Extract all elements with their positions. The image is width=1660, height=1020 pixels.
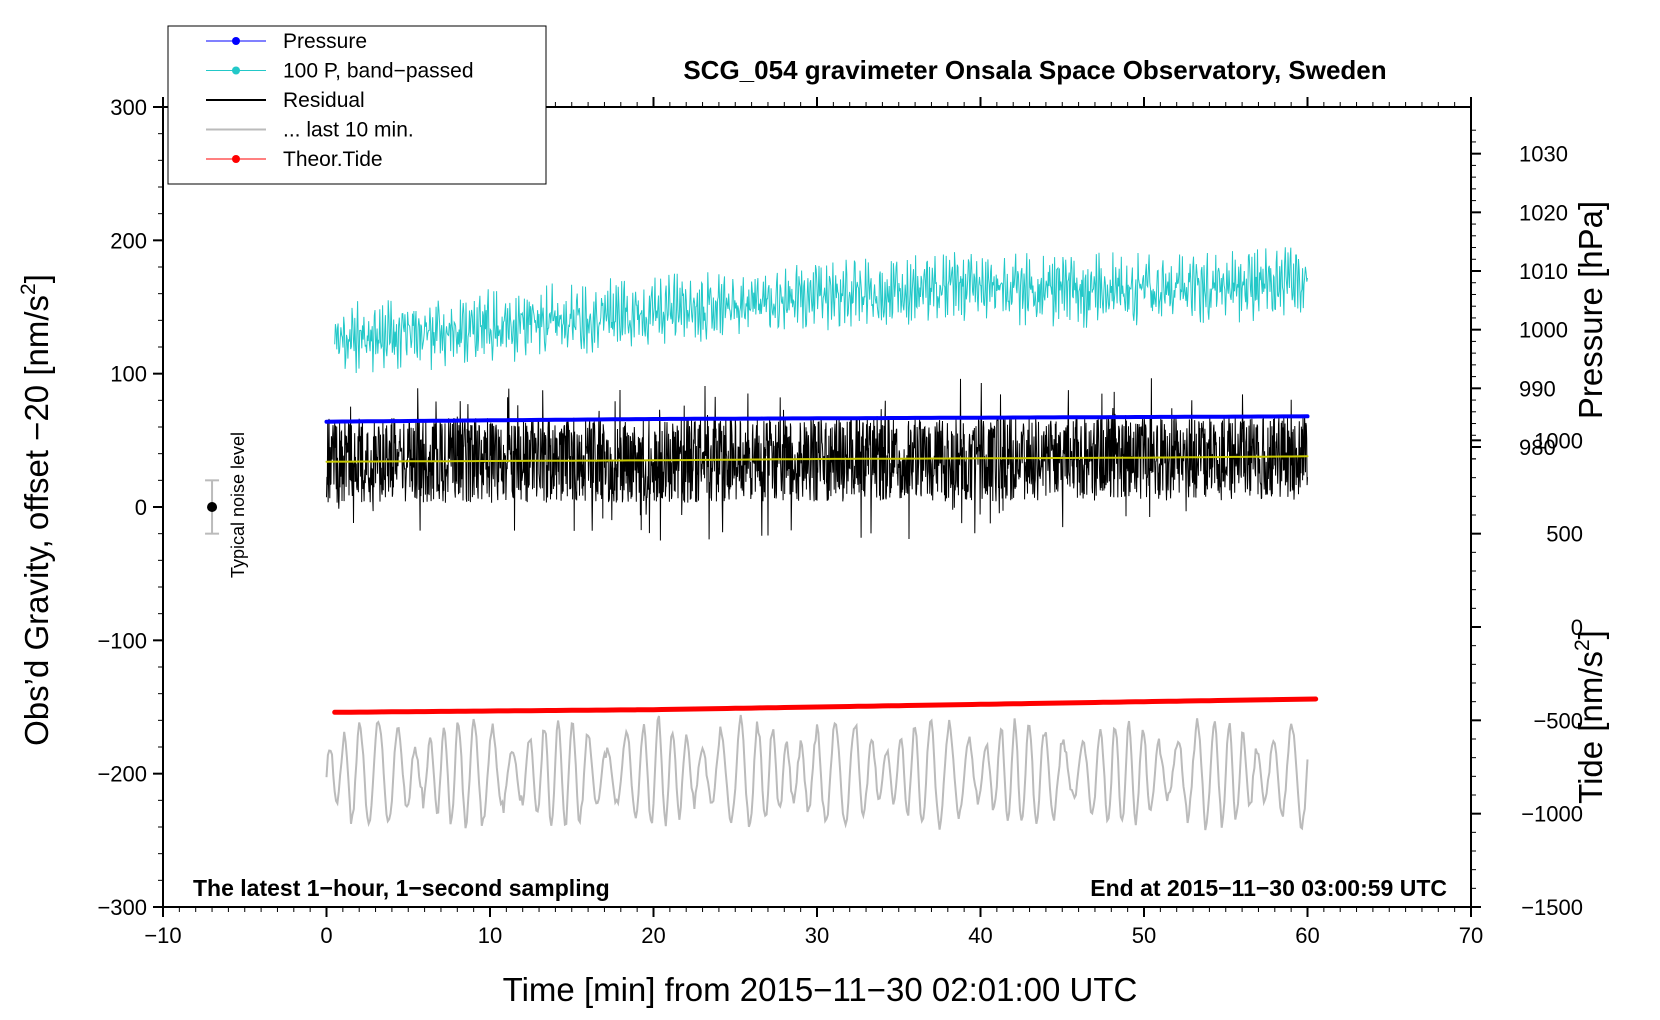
y-tick-label: 200 [110, 228, 147, 253]
legend-marker [232, 37, 240, 45]
pressure-tick-label: 1030 [1519, 142, 1568, 167]
x-tick-label: 10 [478, 923, 502, 948]
noise-bar-point [207, 502, 218, 512]
y-tick-label: 0 [135, 495, 147, 520]
y-axis-title-left: Obs’d Gravity, offset −20 [nm/s2] [17, 274, 55, 746]
x-tick-label: 60 [1295, 923, 1319, 948]
tide-tick-label: 500 [1546, 522, 1583, 547]
x-tick-label: 40 [968, 923, 992, 948]
legend: Pressure 100 P, band−passed Residual ... la… [167, 25, 547, 185]
y-axis-title-left-main: Obs’d Gravity, offset −20 [nm/s [18, 295, 55, 746]
tide-tick-label: −500 [1533, 708, 1583, 733]
y-tick-label: 100 [110, 362, 147, 387]
y-tick-label: −300 [97, 895, 147, 920]
legend-label: ... last 10 min. [283, 119, 414, 142]
y-axis-title-left-sup: 2 [17, 283, 40, 295]
y-axis-title-tide-main: Tide [nm/s [1572, 651, 1609, 804]
pressure-tick-label: 990 [1519, 376, 1556, 401]
x-tick-label: 70 [1459, 923, 1483, 948]
x-axis-title: Time [min] from 2015−11−30 02:01:00 UTC [503, 971, 1138, 1008]
plot-frame [162, 106, 1472, 908]
x-tick-label: 20 [641, 923, 665, 948]
legend-marker [232, 66, 240, 75]
legend-marker [232, 155, 240, 163]
y-tick-label: −200 [97, 762, 147, 787]
series-band-passed-pressure [334, 247, 1308, 374]
legend-label: Pressure [283, 30, 367, 53]
legend-box [167, 25, 547, 185]
x-tick-label: 0 [320, 923, 332, 948]
legend-label: 100 P, band−passed [283, 60, 474, 83]
y-tick-label: 300 [110, 95, 147, 120]
pressure-tick-label: 1020 [1519, 200, 1568, 225]
x-tick-label: 50 [1132, 923, 1156, 948]
legend-label: Residual [283, 89, 365, 112]
tide-tick-label: 0 [1571, 615, 1583, 640]
y-axis-title-pressure: Pressure [hPa] [1572, 201, 1609, 419]
tide-tick-label: 1000 [1534, 428, 1583, 453]
y-axis-title-tide-end: ] [1572, 630, 1609, 639]
pressure-tick-label: 1000 [1519, 318, 1568, 343]
axis-ticks: −10 0 10 20 30 40 50 60 703002001000−100−200−300… [97, 95, 1583, 948]
noise-level-indicator [205, 479, 220, 535]
y-axis-title-tide-sup: 2 [1571, 639, 1594, 651]
tide-tick-label: −1500 [1521, 895, 1583, 920]
data-traces [324, 247, 1319, 831]
pressure-tick-label: 980 [1519, 435, 1556, 460]
series-theoretical-tide [332, 696, 1319, 715]
noise-level-label: Typical noise level [228, 432, 248, 578]
annotation-left: The latest 1−hour, 1−second sampling [193, 875, 610, 901]
plot-border [162, 106, 1472, 908]
series-residual [326, 378, 1308, 541]
series-residual-mean [325, 455, 1309, 463]
x-tick-label: −10 [144, 923, 181, 948]
annotation-right: End at 2015−11−30 03:00:59 UTC [1090, 875, 1447, 901]
series-last-10-min [325, 714, 1309, 831]
y-axis-title-left-end: ] [18, 274, 55, 283]
x-tick-label: 30 [805, 923, 829, 948]
legend-label: Theor.Tide [283, 148, 383, 171]
series-pressure [324, 414, 1310, 424]
y-tick-label: −100 [97, 628, 147, 653]
pressure-tick-label: 1010 [1519, 259, 1568, 284]
chart-title: SCG_054 gravimeter Onsala Space Observat… [683, 55, 1386, 85]
tide-tick-label: −1000 [1521, 802, 1583, 827]
y-axis-title-tide: Tide [nm/s2] [1571, 630, 1609, 804]
